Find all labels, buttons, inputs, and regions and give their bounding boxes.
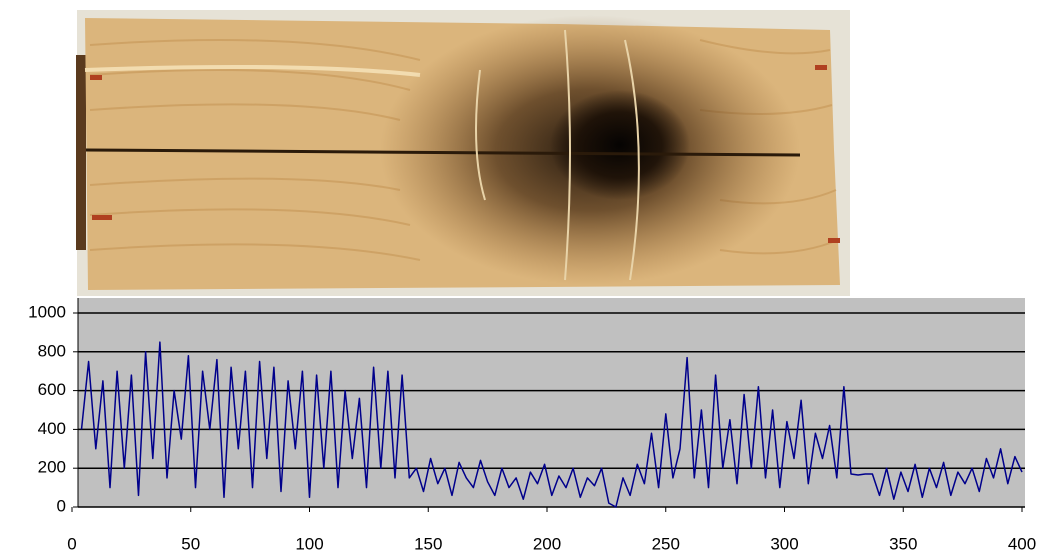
- x-tick-label: 150: [414, 534, 442, 553]
- y-tick-label: 800: [38, 341, 66, 360]
- x-tick-label: 400: [1008, 534, 1036, 553]
- y-tick-label: 600: [38, 380, 66, 399]
- data-line: [80, 341, 1023, 508]
- plot-area: [78, 298, 1025, 507]
- chart: 0 200 400 600 800 1000 0 50 100 150 200 250 300 350 40…: [28, 298, 1036, 553]
- y-tick-label: 1000: [28, 302, 66, 321]
- y-tick-label: 200: [38, 458, 66, 477]
- x-tick-label: 350: [889, 534, 917, 553]
- x-tick-label: 100: [295, 534, 323, 553]
- x-tick-label: 250: [652, 534, 680, 553]
- x-tick-label: 50: [181, 534, 200, 553]
- x-tick-label: 200: [533, 534, 561, 553]
- y-tick-label: 400: [38, 419, 66, 438]
- x-tick-label: 0: [67, 534, 76, 553]
- wood-photo: [76, 10, 850, 296]
- y-tick-label: 0: [57, 496, 66, 515]
- x-tick-label: 300: [770, 534, 798, 553]
